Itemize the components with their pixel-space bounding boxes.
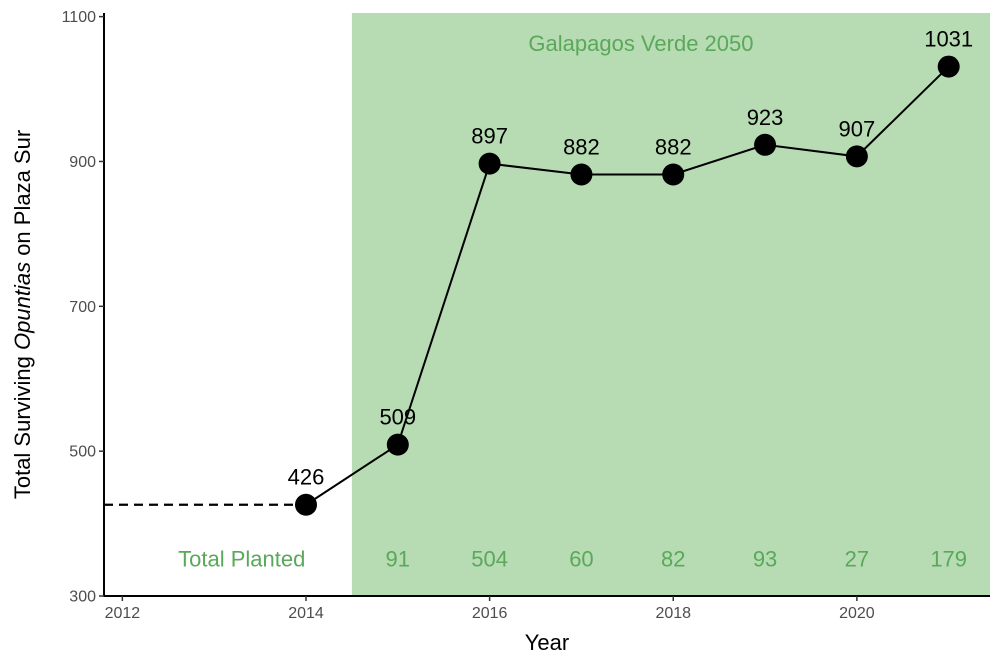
y-tick-label: 700 — [69, 299, 96, 316]
data-label: 1031 — [924, 27, 973, 52]
planted-value: 504 — [471, 546, 508, 571]
data-point — [294, 493, 317, 516]
planted-value: 91 — [386, 546, 410, 571]
planted-value: 179 — [930, 546, 967, 571]
series-layer — [294, 55, 960, 516]
y-axis-title: Total Surviving Opuntias on Plaza Sur — [10, 130, 35, 499]
x-axis-title: Year — [525, 630, 569, 655]
x-tick-label: 2016 — [472, 605, 508, 622]
data-label: 882 — [655, 135, 692, 160]
x-tick-label: 2020 — [839, 605, 875, 622]
data-label: 426 — [288, 465, 325, 490]
shaded-region — [351, 13, 990, 596]
data-point — [662, 163, 685, 186]
data-point — [845, 145, 868, 168]
planted-row-label: Total Planted — [178, 546, 305, 571]
planted-value: 93 — [753, 546, 777, 571]
y-axis-title-part: on Plaza Sur — [10, 130, 35, 262]
y-tick-label: 1100 — [62, 9, 97, 26]
planted-value: 27 — [845, 546, 869, 571]
y-tick-label: 300 — [69, 589, 96, 606]
y-tick-label: 900 — [69, 154, 96, 171]
axes: 300 500 700 900 1100 2012 2014 2016 2018 2020 Year… — [10, 9, 990, 655]
data-point — [754, 133, 777, 156]
y-axis-title-part: Opuntias — [10, 262, 35, 350]
planted-value: 60 — [569, 546, 593, 571]
x-tick-label: 2014 — [288, 605, 324, 622]
data-label: 897 — [471, 124, 508, 149]
data-label: 882 — [563, 135, 600, 160]
planted-layer: Total Planted 91 504 60 82 93 27 179 — [178, 546, 967, 571]
region-label: Galapagos Verde 2050 — [528, 31, 753, 56]
shaded-region-layer: Galapagos Verde 2050 — [351, 13, 990, 596]
data-point — [386, 433, 409, 456]
y-axis-title-part: Total Surviving — [10, 350, 35, 499]
data-point — [478, 152, 501, 175]
y-tick-label: 500 — [69, 444, 96, 461]
x-tick-label: 2018 — [655, 605, 691, 622]
planted-value: 82 — [661, 546, 685, 571]
series-line — [305, 65, 950, 506]
data-label: 907 — [839, 116, 876, 141]
data-point — [570, 163, 593, 186]
labels-layer: 426 509 897 882 882 923 907 1031 — [288, 27, 974, 490]
data-point — [937, 55, 960, 78]
data-label: 509 — [379, 405, 416, 430]
data-label: 923 — [747, 105, 784, 130]
x-tick-label: 2012 — [105, 605, 141, 622]
